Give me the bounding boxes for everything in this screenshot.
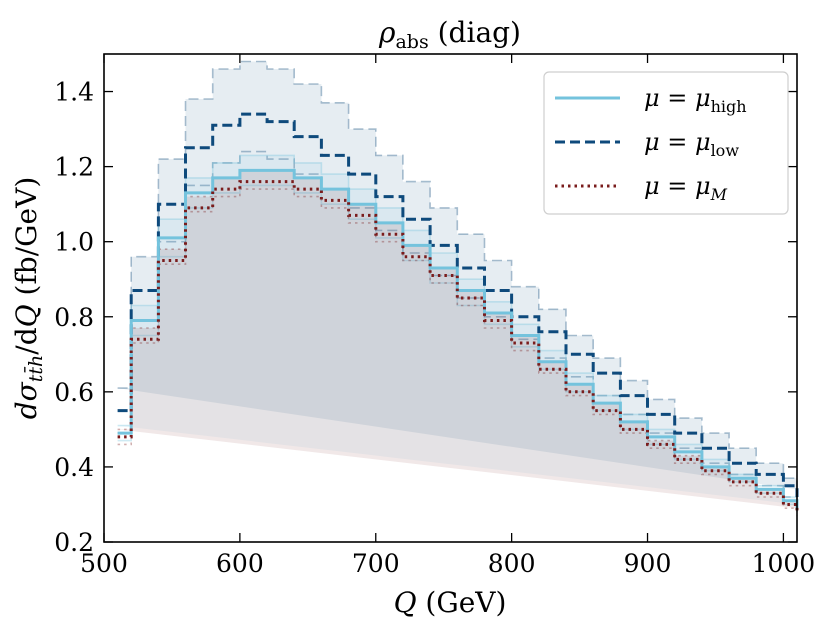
x-axis-title: Q (GeV)	[394, 586, 507, 619]
series-lines	[117, 112, 799, 512]
x-tick-label: 600	[216, 549, 264, 578]
x-tick-label: 500	[80, 549, 128, 578]
plot-frame	[103, 53, 798, 543]
y-tick-label: 0.4	[54, 453, 94, 482]
y-axis-ticks: 0.2 0.4 0.6 0.8 1.0 1.2 1.4	[54, 78, 797, 557]
y-tick-label: 0.2	[54, 528, 94, 557]
y-tick-label: 1.4	[54, 78, 94, 107]
x-tick-label: 700	[352, 549, 400, 578]
x-tick-label: 800	[488, 549, 536, 578]
band-m	[117, 170, 798, 509]
x-tick-label: 900	[624, 549, 672, 578]
y-axis-title: dσtt̄h/dQ (fb/GeV)	[10, 177, 47, 420]
y-tick-label: 0.6	[54, 378, 94, 407]
legend-label: μ = μlow	[644, 128, 739, 160]
y-tick-label: 1.2	[54, 153, 94, 182]
y-tick-label: 0.8	[54, 303, 94, 332]
y-tick-label: 1.0	[54, 228, 94, 257]
legend: μ = μhigh μ = μlow μ = μM	[543, 71, 789, 215]
x-axis-ticks: 500 600 700 800 900 1000	[80, 54, 815, 578]
series-line-low	[117, 112, 799, 497]
legend-label: μ = μM	[644, 172, 728, 204]
legend-label: μ = μhigh	[644, 84, 747, 116]
uncertainty-bands	[117, 60, 798, 516]
chart-title: ρabs (diag)	[378, 16, 521, 53]
x-tick-label: 1000	[752, 549, 816, 578]
series-line-high	[117, 168, 799, 509]
band-high	[117, 155, 798, 505]
band-edge-low	[117, 150, 798, 509]
legend-box	[543, 71, 789, 215]
